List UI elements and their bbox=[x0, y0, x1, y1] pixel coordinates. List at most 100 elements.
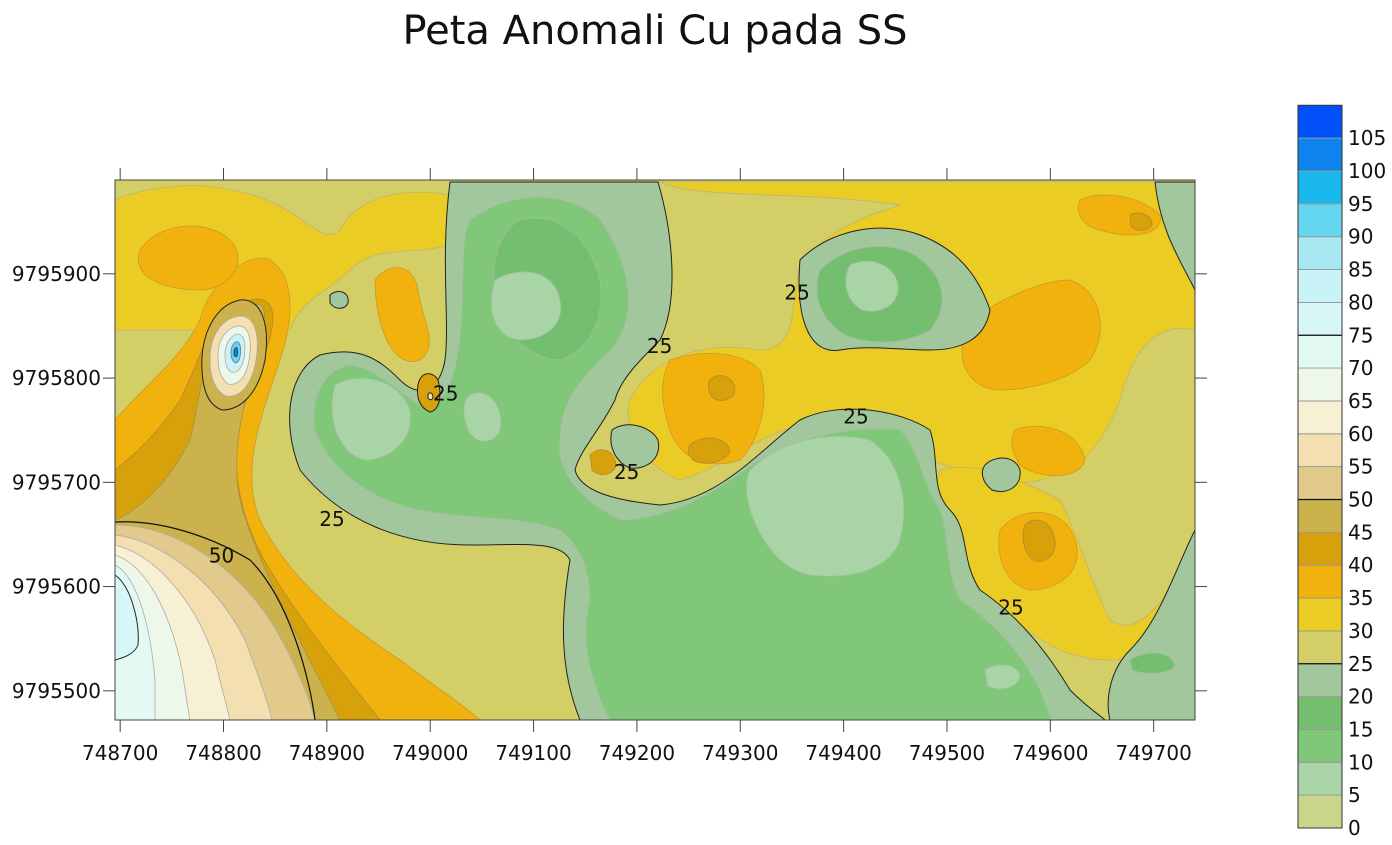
legend-swatch bbox=[1297, 104, 1343, 139]
legend-level-label: 75 bbox=[1348, 323, 1373, 347]
legend-swatch bbox=[1297, 269, 1343, 303]
legend-frame bbox=[1297, 104, 1343, 829]
legend-swatch bbox=[1297, 466, 1343, 500]
contour-region bbox=[687, 437, 731, 464]
x-tick-label: 749400 bbox=[805, 741, 881, 765]
x-tick-label: 749200 bbox=[599, 741, 675, 765]
contour-fill-layers bbox=[115, 181, 1195, 720]
contour-label: 25 bbox=[614, 460, 639, 484]
legend-level-label: 5 bbox=[1348, 783, 1361, 807]
legend-swatch bbox=[1297, 137, 1343, 172]
color-legend: 0 5 10 15 20 25 30 35 40 45 50 55 60 65 70 75 80 85 90 95 10… bbox=[1297, 104, 1386, 840]
legend-level-label: 40 bbox=[1348, 553, 1373, 577]
y-tick-label: 9795700 bbox=[12, 470, 101, 494]
legend-swatch bbox=[1297, 236, 1343, 270]
x-tick-label: 748700 bbox=[82, 741, 158, 765]
legend-level-label: 10 bbox=[1348, 750, 1373, 774]
contour-region bbox=[662, 353, 765, 465]
legend-level-label: 90 bbox=[1348, 225, 1373, 249]
contour-region bbox=[427, 392, 434, 401]
contour-region bbox=[331, 377, 412, 461]
y-tick-label: 9795900 bbox=[12, 262, 101, 286]
x-tick-label: 748900 bbox=[289, 741, 365, 765]
legend-level-label: 55 bbox=[1348, 455, 1373, 479]
legend-level-label: 105 bbox=[1348, 126, 1386, 150]
contour-region bbox=[1107, 529, 1195, 720]
legend-swatch bbox=[1297, 433, 1343, 468]
contour-label: 25 bbox=[319, 507, 344, 531]
legend-swatch bbox=[1297, 203, 1343, 238]
legend-swatch bbox=[1297, 367, 1343, 402]
contour-region bbox=[115, 185, 471, 331]
contour-region bbox=[1011, 425, 1086, 477]
contour-region bbox=[329, 291, 349, 309]
legend-level-label: 95 bbox=[1348, 192, 1373, 216]
y-axis: 9795500 9795600 9795700 9795800 9795900 bbox=[12, 262, 1207, 703]
contour-region bbox=[490, 271, 562, 341]
legend-level-label: 60 bbox=[1348, 422, 1373, 446]
contour-label: 25 bbox=[433, 382, 458, 406]
plot-frame bbox=[114, 179, 1196, 721]
legend-level-label: 80 bbox=[1348, 290, 1373, 314]
legend-swatch bbox=[1297, 597, 1343, 632]
contour-labels: 25 25 25 25 25 25 25 50 bbox=[209, 281, 1024, 620]
legend-swatch bbox=[1297, 630, 1343, 665]
contour-region bbox=[961, 279, 1101, 391]
contour-region bbox=[1129, 212, 1153, 231]
legend-swatch bbox=[1297, 400, 1343, 435]
contour-region bbox=[589, 449, 617, 475]
chart-title: Peta Anomali Cu pada SS bbox=[402, 8, 908, 54]
y-tick-label: 9795500 bbox=[12, 679, 101, 703]
contour-region bbox=[981, 457, 1021, 493]
contour-line-25 bbox=[115, 521, 316, 720]
y-tick-label: 9795800 bbox=[12, 366, 101, 390]
x-tick-label: 749700 bbox=[1115, 741, 1191, 765]
legend-level-label: 45 bbox=[1348, 520, 1373, 544]
legend-level-label: 100 bbox=[1348, 159, 1386, 183]
plot-area: 25 25 25 25 25 25 25 50 748700 748800 748900 74900… bbox=[12, 168, 1207, 765]
legend-swatch bbox=[1297, 334, 1343, 369]
contour-region bbox=[610, 424, 660, 469]
contour-label: 50 bbox=[209, 543, 234, 567]
x-tick-label: 748800 bbox=[185, 741, 261, 765]
contour-region bbox=[138, 225, 239, 291]
legend-level-label: 85 bbox=[1348, 258, 1373, 282]
contour-region bbox=[374, 267, 430, 362]
contour-region bbox=[115, 574, 139, 661]
x-tick-label: 749000 bbox=[392, 741, 468, 765]
x-axis: 748700 748800 748900 749000 749100 749200 7493… bbox=[82, 168, 1192, 765]
x-tick-label: 749100 bbox=[495, 741, 571, 765]
legend-swatch bbox=[1297, 531, 1343, 566]
contour-region bbox=[463, 392, 502, 442]
legend-level-label: 0 bbox=[1348, 816, 1361, 840]
legend-level-label: 30 bbox=[1348, 619, 1373, 643]
contour-region bbox=[845, 260, 899, 312]
contour-label: 25 bbox=[843, 405, 868, 429]
contour-label: 25 bbox=[784, 281, 809, 305]
y-tick-label: 9795600 bbox=[12, 575, 101, 599]
legend-level-label: 70 bbox=[1348, 356, 1373, 380]
legend-level-label: 20 bbox=[1348, 685, 1373, 709]
legend-swatch bbox=[1297, 170, 1343, 205]
legend-swatch bbox=[1297, 301, 1343, 336]
contour-region bbox=[707, 375, 736, 401]
legend-swatch bbox=[1297, 696, 1343, 730]
contour-label: 25 bbox=[647, 334, 672, 358]
legend-swatch bbox=[1297, 564, 1343, 599]
legend-level-label: 65 bbox=[1348, 389, 1373, 413]
contour-region bbox=[1129, 652, 1176, 674]
legend-swatch bbox=[1297, 794, 1343, 829]
contour-region bbox=[1022, 519, 1056, 562]
contour-region bbox=[745, 435, 905, 577]
legend-swatch bbox=[1297, 663, 1343, 697]
contour-region bbox=[233, 347, 239, 358]
legend-level-label: 25 bbox=[1348, 652, 1373, 676]
x-tick-label: 749300 bbox=[702, 741, 778, 765]
x-tick-label: 749600 bbox=[1012, 741, 1088, 765]
contour-region bbox=[984, 664, 1021, 690]
legend-swatch bbox=[1297, 499, 1343, 533]
legend-swatch bbox=[1297, 761, 1343, 796]
contour-label: 25 bbox=[998, 595, 1023, 619]
legend-swatch bbox=[1297, 729, 1343, 763]
